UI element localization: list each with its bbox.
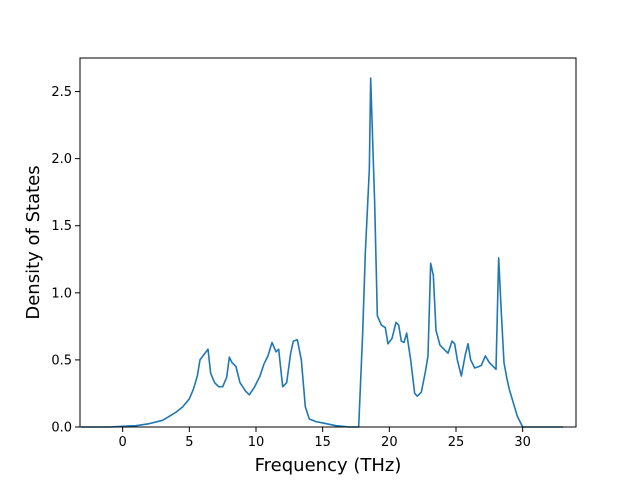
x-tick-label: 30 [514, 435, 531, 450]
x-tick-label: 10 [248, 435, 265, 450]
x-tick-label: 0 [119, 435, 127, 450]
series-layer [80, 77, 564, 428]
plot-frame [79, 57, 577, 428]
y-axis-label: Density of States [23, 165, 44, 319]
y-tick-label: 1.5 [51, 219, 72, 234]
y-axis-ticks: 0.0 0.5 1.0 1.5 2.0 2.5 [51, 85, 80, 436]
y-tick-label: 2.0 [51, 152, 72, 167]
dos-series-line [80, 77, 564, 428]
y-tick-label: 1.0 [51, 286, 72, 301]
y-tick-label: 0.0 [51, 421, 72, 436]
x-tick-label: 5 [185, 435, 193, 450]
y-tick-label: 2.5 [51, 85, 72, 100]
x-tick-label: 25 [448, 435, 465, 450]
x-axis-ticks: 0 5 10 15 20 25 30 [119, 427, 531, 450]
x-tick-label: 20 [381, 435, 398, 450]
x-tick-label: 15 [314, 435, 331, 450]
plot-area [80, 58, 576, 427]
x-axis-label: Frequency (THz) [255, 455, 402, 476]
y-tick-label: 0.5 [51, 353, 72, 368]
